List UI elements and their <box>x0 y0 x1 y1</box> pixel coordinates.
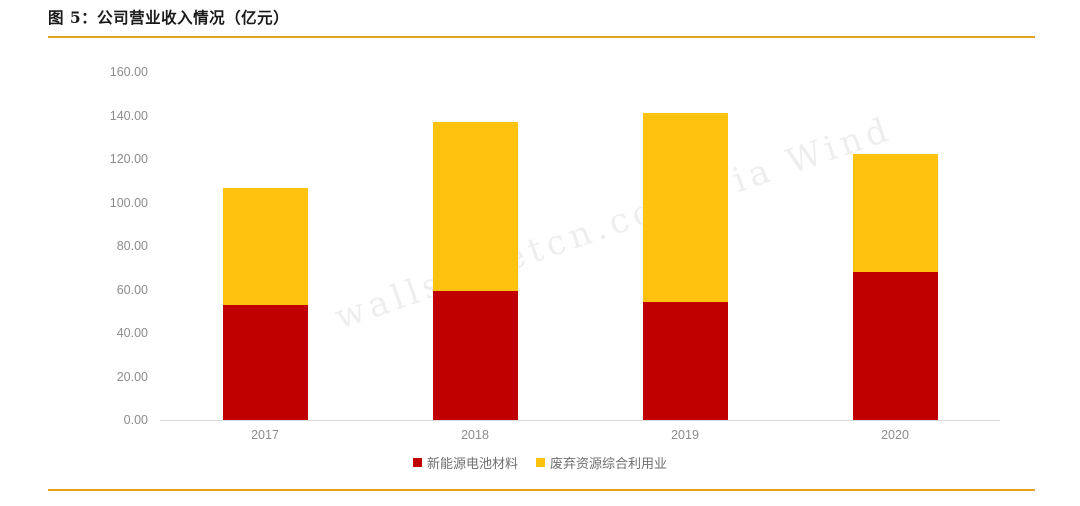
y-axis-tick-40: 40.00 <box>116 326 148 340</box>
x-axis-label-2019: 2019 <box>671 428 699 442</box>
x-axis-label-2020: 2020 <box>881 428 909 442</box>
y-axis-tick-80: 80.00 <box>116 239 148 253</box>
bar-segment[interactable] <box>852 154 938 273</box>
y-axis-tick-100: 100.00 <box>109 195 148 210</box>
x-axis-label-2018: 2018 <box>461 428 489 442</box>
bar-segment[interactable] <box>852 272 938 420</box>
bar-segment[interactable] <box>642 301 728 420</box>
bar-segment[interactable] <box>222 187 308 305</box>
y-axis-tick-140: 140.00 <box>109 108 148 123</box>
figure-title: 图 5：公司营业收入情况（亿元） <box>48 8 290 27</box>
bar-group-2020[interactable] <box>852 72 938 420</box>
x-axis-label-2017: 2017 <box>251 428 279 442</box>
bar-segment[interactable] <box>432 291 518 420</box>
bar-group-2017[interactable] <box>222 72 308 420</box>
bar-segment[interactable] <box>222 304 308 420</box>
legend-label: 废弃资源综合利用业 <box>550 457 668 472</box>
legend-swatch-icon <box>412 458 422 467</box>
bar-segment[interactable] <box>432 122 518 292</box>
plot-area <box>160 72 1000 420</box>
legend-label: 新能源电池材料 <box>426 457 518 472</box>
y-axis-tick-160: 160.00 <box>109 65 148 79</box>
y-axis-tick-20: 20.00 <box>116 369 148 384</box>
figure-divider-bottom <box>48 489 1035 491</box>
y-axis-tick-60: 60.00 <box>116 282 148 297</box>
x-axis-baseline <box>160 420 1000 421</box>
bar-group-2019[interactable] <box>642 72 728 420</box>
y-axis-tick-120: 120.00 <box>109 152 148 166</box>
y-axis-tick-labels: 0.00 20.00 40.00 60.00 80.00 100.00 120.00 140.… <box>48 65 148 427</box>
legend-item[interactable]: 新能源电池材料 <box>412 453 518 472</box>
bar-segment[interactable] <box>642 113 728 302</box>
y-axis-tick-0: 0.00 <box>123 413 148 427</box>
legend-swatch-icon <box>536 458 545 467</box>
title-divider-top <box>48 36 1035 38</box>
chart-legend: 新能源电池材料 废弃资源综合利用业 <box>0 453 1080 472</box>
bar-group-2018[interactable] <box>432 72 518 420</box>
legend-item[interactable]: 废弃资源综合利用业 <box>536 453 667 472</box>
